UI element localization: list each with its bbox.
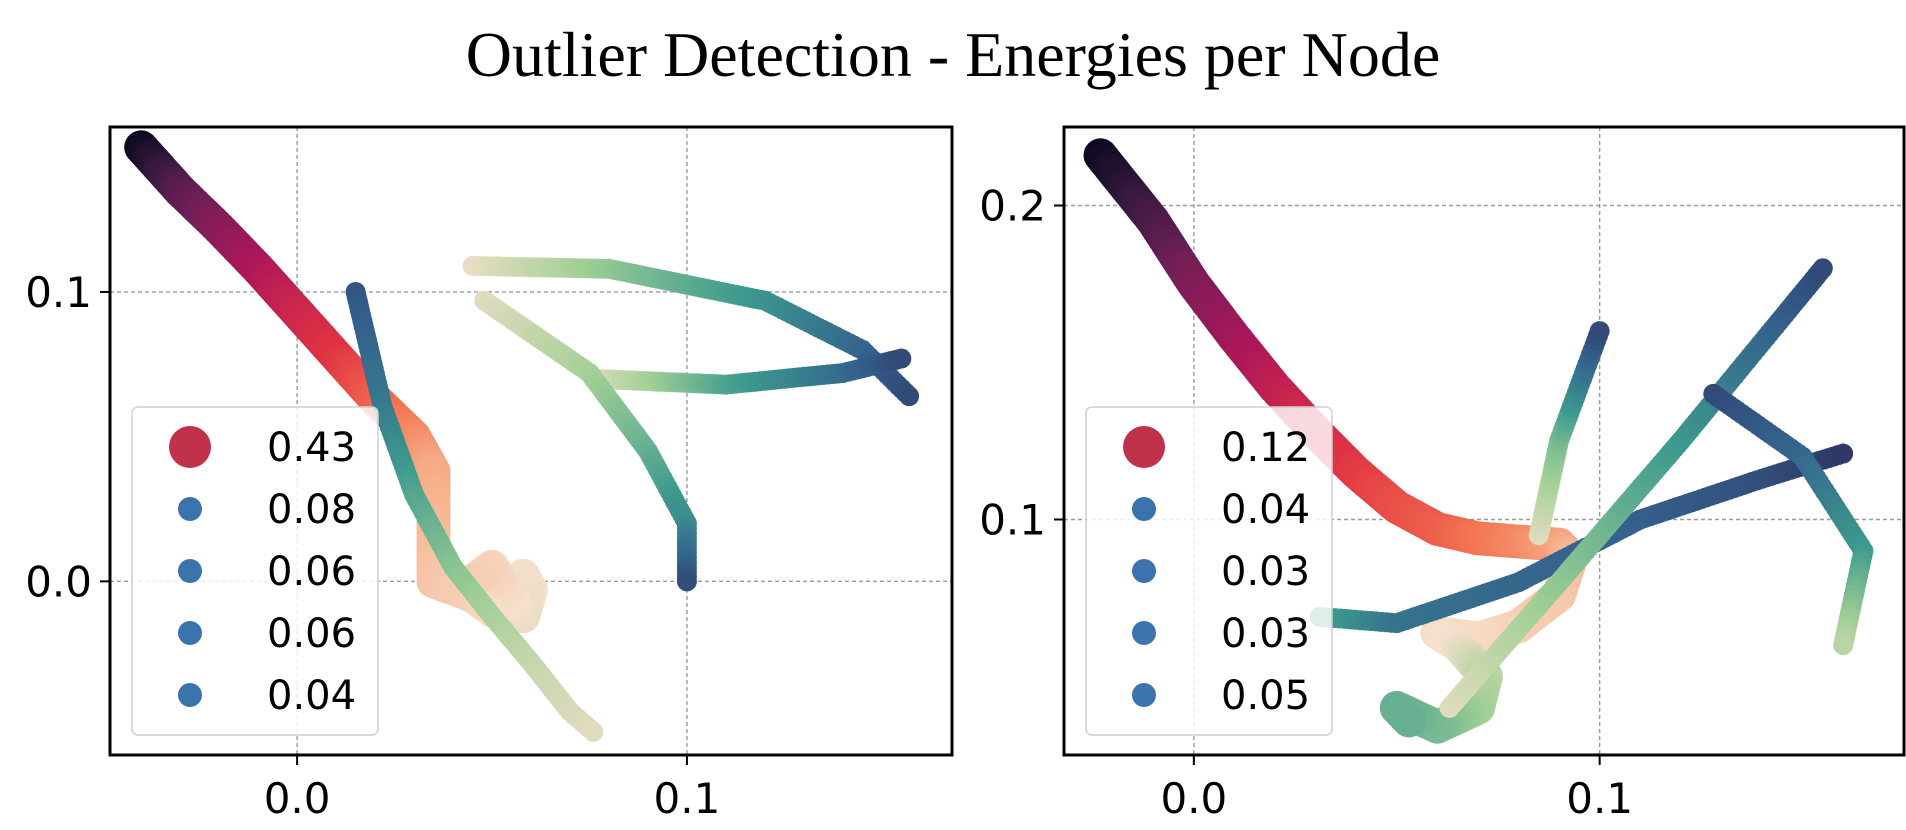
legend-marker	[1132, 683, 1156, 707]
y-tick-label: 0.0	[25, 557, 92, 606]
figure-title: Outlier Detection - Energies per Node	[465, 19, 1441, 90]
legend-box	[131, 406, 379, 736]
x-tick-label: 0.0	[264, 774, 331, 823]
x-tick-label: 0.0	[1160, 774, 1227, 823]
legend-label: 0.04	[1221, 487, 1310, 533]
data-point	[676, 571, 697, 592]
legend-marker	[1132, 621, 1156, 645]
legend-label: 0.05	[1221, 673, 1310, 719]
legend-marker	[178, 497, 202, 521]
legend-marker	[178, 559, 202, 583]
legend-label: 0.03	[1221, 611, 1310, 657]
data-point	[891, 348, 912, 369]
series-4	[583, 348, 912, 395]
data-point	[1812, 258, 1833, 279]
chart-panel-2: 0.12 0.04 0.03 0.03 0.05 0.0 0.1 0.1 0.2	[979, 125, 1906, 823]
legend: 0.43 0.08 0.06 0.06 0.04	[131, 406, 379, 736]
data-point	[1589, 321, 1610, 342]
x-tick-label: 0.1	[1566, 774, 1633, 823]
y-tick-label: 0.2	[979, 182, 1046, 231]
legend-marker	[1132, 497, 1156, 521]
plot-frame	[1062, 125, 1906, 757]
legend-marker	[169, 426, 211, 468]
data-point	[1833, 443, 1854, 464]
series-3	[1439, 258, 1833, 718]
series-4	[1528, 321, 1610, 546]
legend: 0.12 0.04 0.03 0.03 0.05	[1085, 406, 1333, 736]
legend-label: 0.12	[1221, 425, 1310, 471]
x-tick-label: 0.1	[654, 774, 721, 823]
legend-marker	[1132, 559, 1156, 583]
legend-label: 0.43	[267, 425, 356, 471]
legend-label: 0.04	[267, 673, 356, 719]
legend-marker	[178, 621, 202, 645]
legend-label: 0.06	[267, 549, 356, 595]
legend-marker	[1123, 426, 1165, 468]
data-point	[583, 721, 604, 742]
series-5	[474, 290, 697, 592]
legend-marker	[178, 683, 202, 707]
data-point	[1391, 703, 1426, 738]
data-layer	[1083, 138, 1874, 744]
data-point	[1833, 635, 1854, 656]
data-point	[899, 386, 920, 407]
plot-frame	[108, 125, 954, 757]
series-2	[345, 282, 604, 742]
data-layer	[124, 130, 920, 742]
series-5	[1703, 383, 1874, 656]
y-tick-label: 0.1	[25, 268, 92, 317]
legend-box	[1085, 406, 1333, 736]
legend-label: 0.08	[267, 487, 356, 533]
y-tick-label: 0.1	[979, 496, 1046, 545]
legend-label: 0.03	[1221, 549, 1310, 595]
chart-panel-1: 0.43 0.08 0.06 0.06 0.04 0.0 0.1 0.0 0.1	[25, 125, 954, 823]
legend-label: 0.06	[267, 611, 356, 657]
